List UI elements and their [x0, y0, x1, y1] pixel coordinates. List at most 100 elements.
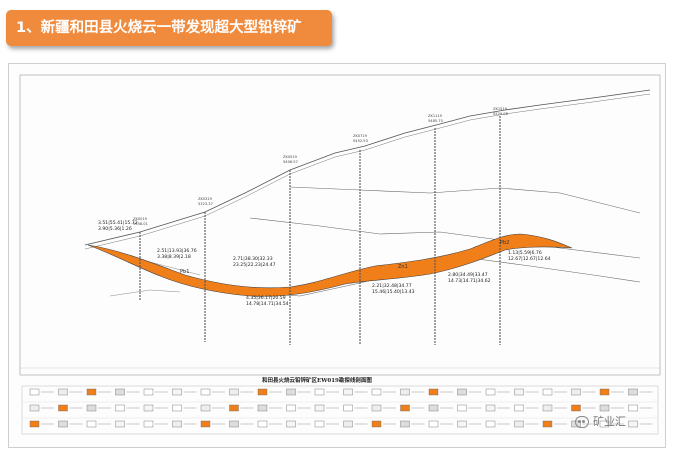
legend-swatch: [229, 420, 239, 428]
ore-annotation: 1.13|5.59|6.76: [508, 250, 542, 256]
ore-body: [87, 233, 573, 297]
drillhole-elev: 5358.01: [133, 222, 148, 226]
legend-swatch: [29, 420, 40, 428]
section-title: 和田县火烧云铅锌矿区EW019勘探线剖面图: [262, 376, 372, 384]
legend-swatch: [58, 388, 68, 396]
legend-swatch: [172, 388, 182, 396]
legend-swatch: [542, 420, 553, 428]
ore-annotation: 14.73|14.71|34.62: [448, 278, 491, 284]
legend-swatch: [314, 420, 325, 428]
ore-annotation: 3.90|5.36|1.26: [98, 226, 132, 232]
legend-swatch: [200, 420, 211, 428]
drillhole-label: ZK1119: [428, 114, 443, 118]
legend-swatch: [542, 388, 553, 396]
legend-swatch: [29, 404, 40, 412]
strata-boundary: [109, 289, 181, 297]
legend-swatch: [400, 404, 410, 412]
legend-swatch: [29, 388, 40, 396]
ore-annotation: 2.51|13.93|36.76: [157, 248, 197, 254]
ore-annotation: 2.21|32.48|34.77: [372, 283, 412, 289]
drillhole-elev: 5529.08: [493, 112, 509, 116]
ore-annotation: 23.25|22.23|24.47: [233, 262, 276, 268]
legend: [21, 385, 659, 435]
drillhole-label: ZK0319: [198, 197, 213, 201]
drillhole-label: ZK0019: [133, 217, 148, 221]
ore-annotation: 3.51|55.41|15.72: [98, 220, 138, 226]
ore-annotation: 4.35|36.17|20.59: [246, 295, 286, 301]
legend-swatch: [200, 404, 211, 412]
legend-swatch: [514, 420, 524, 428]
legend-swatch: [86, 388, 97, 396]
legend-swatch: [58, 420, 68, 428]
legend-swatch: [143, 404, 154, 412]
watermark: 矿业汇: [575, 413, 626, 429]
legend-swatch: [514, 388, 524, 396]
ore-annotation: 14.78|14.71|34.54: [246, 301, 289, 307]
ore-annotation: 3.38|8.39|2.18: [157, 254, 191, 260]
legend-swatch: [314, 388, 325, 396]
legend-swatch: [86, 404, 97, 412]
drillhole-label: ZK0519: [283, 155, 298, 159]
legend-swatch: [457, 388, 467, 396]
legend-swatch: [257, 420, 268, 428]
legend-swatch: [457, 420, 467, 428]
strata-boundary: [289, 186, 641, 214]
legend-swatch: [172, 420, 182, 428]
ore-body-label: Pb1: [180, 269, 189, 275]
ore-body-label: Zn1: [398, 264, 408, 270]
legend-swatch: [343, 420, 353, 428]
legend-swatch: [514, 404, 524, 412]
legend-swatch: [257, 404, 268, 412]
legend-swatch: [599, 388, 610, 396]
legend-swatch: [143, 420, 154, 428]
legend-swatch: [457, 404, 467, 412]
legend-swatch: [571, 388, 581, 396]
ore-annotation: 12.67|12.67|12.64: [508, 256, 551, 262]
legend-swatch: [200, 388, 211, 396]
ore-annotation: 2.80|34.49|33.47: [448, 272, 488, 278]
legend-swatch: [257, 388, 268, 396]
legend-swatch: [371, 420, 382, 428]
title-banner: 1、新疆和田县火烧云一带发现超大型铅锌矿: [6, 10, 332, 46]
drillhole-elev: 5485.70: [428, 119, 444, 123]
legend-swatch: [628, 404, 638, 412]
ore-annotation: 15.46|15.40|13.43: [372, 289, 415, 295]
legend-swatch: [58, 404, 68, 412]
drillhole-group: [139, 116, 501, 345]
legend-swatch: [229, 404, 239, 412]
legend-swatch: [343, 388, 353, 396]
legend-swatch: [599, 404, 610, 412]
drawing-frame: [19, 74, 661, 376]
legend-swatch: [343, 404, 353, 412]
legend-swatch: [485, 404, 496, 412]
legend-swatch: [115, 420, 125, 428]
legend-swatch: [115, 404, 125, 412]
legend-swatch: [428, 388, 439, 396]
drillhole-elev: 5406.57: [283, 160, 298, 164]
drillhole-elev: 5323.37: [198, 202, 213, 206]
legend-swatches: [29, 388, 653, 428]
page-title: 1、新疆和田县火烧云一带发现超大型铅锌矿: [16, 20, 302, 36]
legend-frame: [21, 385, 659, 435]
drillhole-elev: 5452.53: [353, 139, 368, 143]
wechat-icon: [575, 416, 589, 428]
legend-swatch: [400, 420, 410, 428]
legend-swatch: [485, 420, 496, 428]
drillhole-label: ZK0719: [353, 134, 368, 138]
legend-swatch: [428, 420, 439, 428]
legend-swatch: [400, 388, 410, 396]
ore-annotation: 2.71|38.30|32.33: [233, 256, 273, 262]
legend-swatch: [485, 388, 496, 396]
legend-swatch: [571, 404, 581, 412]
legend-swatch: [143, 388, 154, 396]
legend-swatch: [229, 388, 239, 396]
legend-swatch: [428, 404, 439, 412]
legend-swatch: [371, 388, 382, 396]
legend-swatch: [286, 404, 296, 412]
legend-swatch: [115, 388, 125, 396]
strata-boundary: [249, 217, 641, 259]
surface-line-lower: [84, 93, 651, 250]
legend-swatch: [286, 388, 296, 396]
legend-swatch: [542, 404, 553, 412]
legend-swatch: [371, 404, 382, 412]
